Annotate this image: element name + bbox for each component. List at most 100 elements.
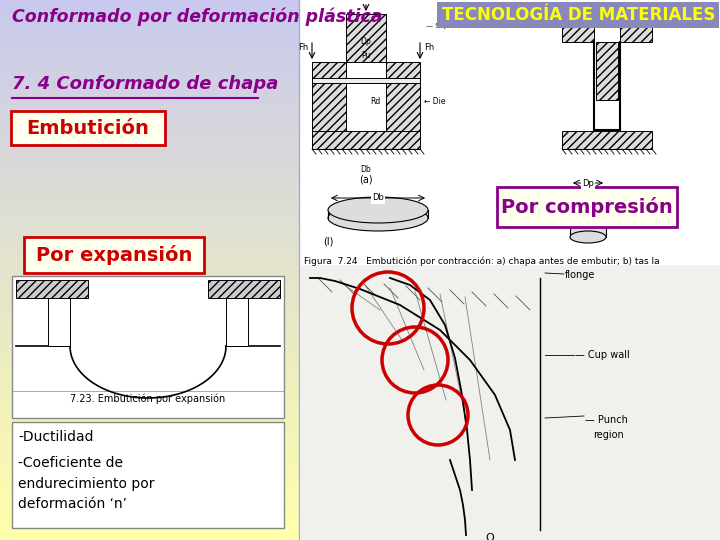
Text: Embutición: Embutición <box>27 118 150 138</box>
Bar <box>0 262 299 266</box>
Bar <box>0 49 299 52</box>
Text: Fh: Fh <box>298 44 308 52</box>
Bar <box>0 435 299 438</box>
Bar <box>0 251 299 255</box>
Bar <box>0 130 299 133</box>
Bar <box>0 5 299 9</box>
Bar <box>0 54 299 58</box>
Bar <box>0 292 299 295</box>
Bar <box>0 459 299 463</box>
Bar <box>0 57 299 60</box>
Bar <box>301 265 720 540</box>
Text: region: region <box>593 430 624 440</box>
Bar <box>0 275 299 279</box>
Bar <box>0 446 299 449</box>
Text: — Punch: — Punch <box>585 415 628 425</box>
Bar <box>0 162 299 166</box>
Bar <box>0 62 299 66</box>
Text: -Ductilidad: -Ductilidad <box>18 430 94 444</box>
Bar <box>0 313 299 317</box>
Bar <box>0 11 299 15</box>
Bar <box>0 43 299 47</box>
Bar <box>0 524 299 528</box>
Text: (a): (a) <box>359 175 373 185</box>
Bar <box>0 246 299 249</box>
Bar <box>0 159 299 163</box>
Text: Figura  7.24   Embutición por contracción: a) chapa antes de embutir; b) tas la: Figura 7.24 Embutición por contracción: … <box>304 257 660 267</box>
Bar <box>0 265 299 268</box>
Bar <box>0 81 299 85</box>
Bar <box>0 437 299 441</box>
Bar <box>0 343 299 347</box>
Bar <box>0 470 299 474</box>
Bar <box>0 127 299 131</box>
Bar <box>0 308 299 312</box>
Bar <box>312 131 420 149</box>
Bar <box>0 232 299 236</box>
Bar <box>0 500 299 503</box>
Bar <box>312 78 420 83</box>
Bar <box>0 200 299 204</box>
Bar <box>0 154 299 158</box>
Text: Pu: Pu <box>361 51 371 60</box>
Bar <box>0 273 299 276</box>
FancyBboxPatch shape <box>11 111 165 145</box>
Bar <box>0 302 299 306</box>
Bar <box>386 83 420 131</box>
Bar <box>0 394 299 398</box>
Bar <box>0 510 299 514</box>
Text: Conformado por deformación plástica: Conformado por deformación plástica <box>12 8 382 26</box>
Bar <box>0 140 299 144</box>
Bar <box>0 221 299 225</box>
Bar <box>0 84 299 87</box>
Bar <box>0 89 299 93</box>
Bar <box>0 367 299 371</box>
Bar <box>0 157 299 160</box>
Bar <box>0 451 299 455</box>
Text: flonge: flonge <box>565 270 595 280</box>
Bar <box>0 205 299 209</box>
Bar <box>0 532 299 536</box>
Bar <box>0 146 299 150</box>
Bar <box>0 300 299 303</box>
Bar <box>0 86 299 90</box>
Bar <box>312 83 346 131</box>
Bar <box>0 213 299 217</box>
Bar <box>0 192 299 195</box>
Bar <box>0 513 299 517</box>
Bar <box>0 138 299 141</box>
Bar <box>0 113 299 117</box>
Bar <box>0 521 299 525</box>
Bar <box>0 227 299 231</box>
Bar <box>0 186 299 190</box>
Bar <box>0 346 299 349</box>
Bar <box>0 119 299 123</box>
Text: Por expansión: Por expansión <box>36 245 192 265</box>
Bar <box>0 483 299 487</box>
Bar <box>0 76 299 79</box>
Bar <box>0 240 299 244</box>
Bar <box>596 42 618 100</box>
Bar <box>0 356 299 360</box>
Bar <box>0 14 299 17</box>
Ellipse shape <box>328 197 428 223</box>
Bar <box>0 424 299 428</box>
Text: (l): (l) <box>323 236 333 246</box>
Bar <box>0 170 299 174</box>
Bar <box>0 340 299 344</box>
Bar <box>0 281 299 285</box>
Bar <box>0 338 299 341</box>
Bar <box>0 405 299 409</box>
Bar <box>0 497 299 501</box>
Bar <box>0 526 299 530</box>
Bar <box>0 22 299 25</box>
Bar <box>0 462 299 465</box>
Bar <box>0 92 299 96</box>
Bar <box>0 491 299 495</box>
Bar <box>0 135 299 139</box>
Bar <box>0 235 299 239</box>
Bar <box>570 195 606 237</box>
Bar <box>0 359 299 363</box>
Bar <box>299 0 720 540</box>
Bar <box>0 100 299 104</box>
